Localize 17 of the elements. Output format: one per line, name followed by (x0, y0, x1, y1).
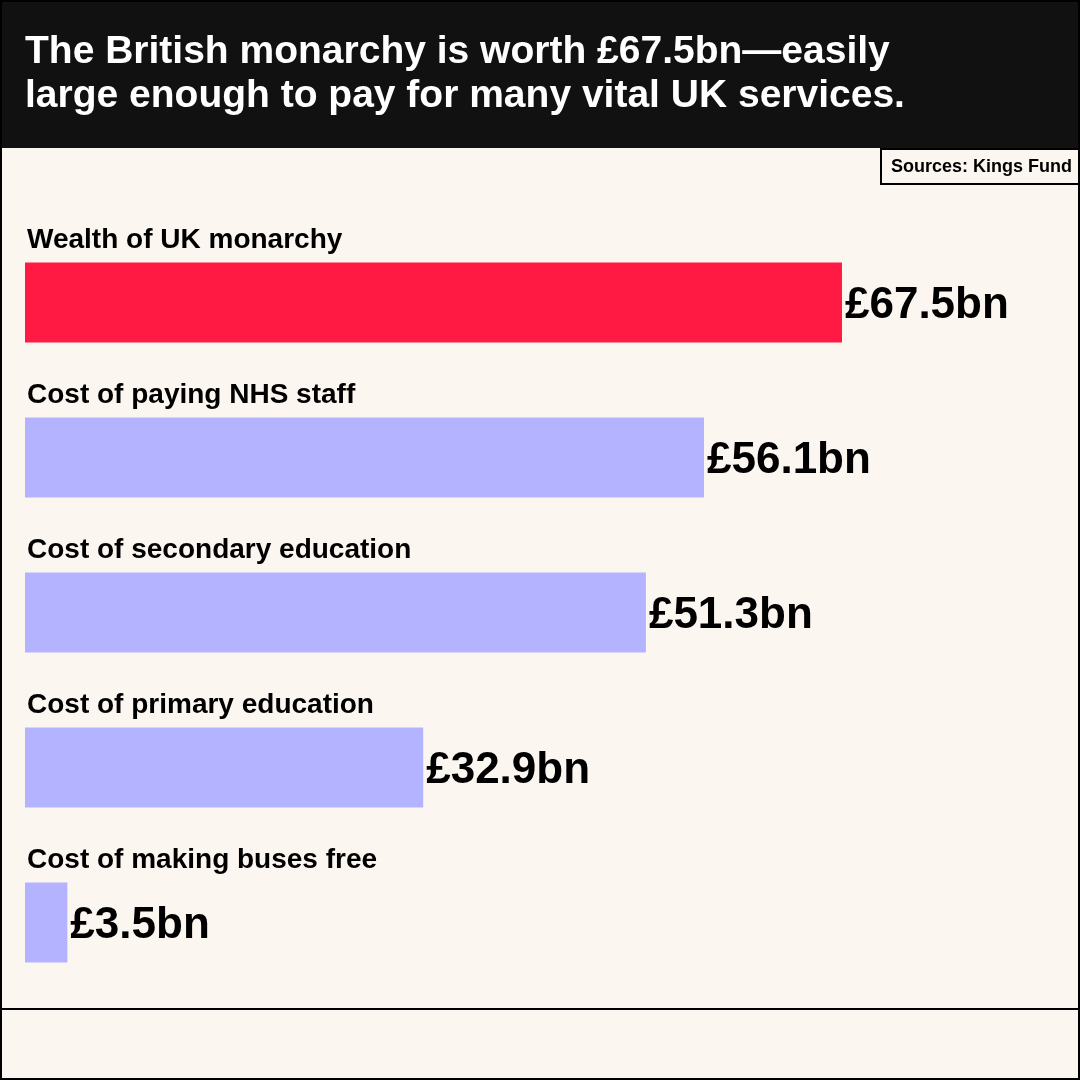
bar (25, 572, 646, 653)
y-tick-label: Cost of making buses free (27, 843, 378, 874)
bar (25, 882, 68, 963)
data-label: £3.5bn (70, 898, 210, 947)
y-tick-label: Wealth of UK monarchy (27, 223, 343, 254)
bar (25, 417, 704, 498)
y-tick-label: Cost of paying NHS staff (27, 378, 356, 409)
y-tick-label: Cost of secondary education (27, 533, 412, 564)
annotation: Sources: Kings Fund (879, 148, 1078, 185)
data-label: £67.5bn (844, 278, 1009, 327)
chart-title: The British monarchy is worth £67.5bn—easily large enough to pay for many vital UK services. (2, 2, 1078, 148)
y-tick-label: Cost of primary education (27, 688, 374, 719)
data-label: £56.1bn (707, 433, 871, 482)
data-label: £32.9bn (426, 743, 591, 792)
data-label: £51.3bn (648, 588, 813, 637)
bar (25, 262, 842, 343)
bar (25, 727, 424, 808)
